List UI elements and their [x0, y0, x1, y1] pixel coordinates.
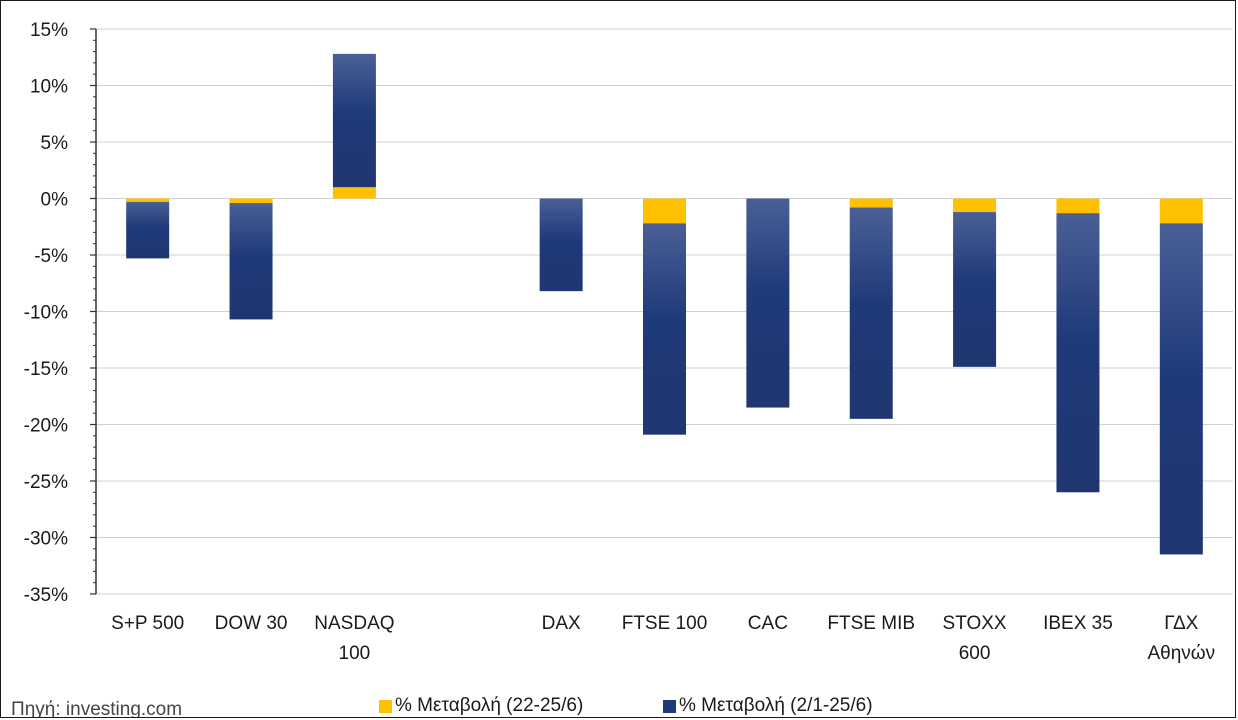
bar-segment-weekly	[1159, 198, 1203, 224]
bar-segment-ytd	[746, 198, 790, 408]
y-tick-label: 10%	[30, 77, 68, 98]
y-tick-label: -30%	[24, 529, 68, 550]
bar-segment-ytd	[1056, 213, 1100, 493]
y-tick-label: -15%	[24, 359, 68, 380]
y-tick-label: -20%	[24, 416, 68, 437]
x-axis-labels: S+P 500 DOW 30 NASDAQ 100 DAX FTSE 100 CAC FTSE…	[111, 613, 1215, 664]
legend-swatch-ytd	[663, 699, 676, 713]
bar-segment-ytd	[643, 223, 686, 435]
y-tick-label: 5%	[41, 133, 69, 154]
x-tick-label: IBEX 35	[1043, 613, 1113, 634]
x-tick-label: 600	[959, 643, 991, 664]
y-tick-label: -10%	[24, 303, 68, 324]
bar-segment-weekly	[849, 198, 893, 208]
legend-label-weekly: % Μεταβολή (22-25/6)	[395, 695, 584, 716]
y-tick-label: -5%	[34, 246, 68, 267]
x-tick-label: S+P 500	[111, 613, 184, 634]
x-tick-label: ΓΔΧ	[1164, 613, 1198, 634]
bar-segment-weekly	[126, 198, 170, 202]
bar-segment-ytd	[953, 212, 997, 367]
x-tick-label: DOW 30	[215, 613, 288, 634]
bar-segment-weekly	[332, 187, 376, 199]
x-tick-label: DAX	[542, 613, 581, 634]
x-tick-label: CAC	[748, 613, 788, 634]
x-tick-label: STOXX	[943, 613, 1007, 634]
y-tick-label: 0%	[41, 190, 69, 211]
x-tick-label: FTSE 100	[622, 613, 708, 634]
x-tick-label: NASDAQ	[314, 613, 394, 634]
source-note: Πηγή: investing.com	[11, 699, 183, 718]
legend-swatch-weekly	[379, 699, 392, 713]
legend-label-ytd: % Μεταβολή (2/1-25/6)	[679, 695, 873, 716]
x-tick-label: Αθηνών	[1147, 643, 1215, 664]
bar-segment-ytd	[849, 207, 893, 419]
y-tick-label: -35%	[24, 585, 68, 606]
bar-segment-weekly	[643, 198, 686, 224]
bar-segment-weekly	[1056, 198, 1100, 214]
bar-segment-ytd	[229, 203, 273, 320]
x-tick-label: FTSE MIB	[827, 613, 915, 634]
legend-item-weekly: % Μεταβολή (22-25/6)	[379, 695, 583, 717]
y-tick-label: -25%	[24, 472, 68, 493]
bars	[126, 53, 1203, 555]
bar-segment-weekly	[953, 198, 997, 213]
bar-segment-ytd	[126, 201, 170, 259]
x-tick-label: 100	[339, 643, 371, 664]
y-tick-label: 15%	[30, 20, 68, 41]
bar-segment-ytd	[332, 53, 376, 188]
y-axis: 15% 10% 5% 0% -5% -10% -15% -20% -25% -30% -35%	[24, 20, 97, 606]
bar-segment-weekly	[229, 198, 273, 204]
bar-segment-ytd	[1159, 223, 1203, 555]
legend-item-ytd: % Μεταβολή (2/1-25/6)	[663, 695, 873, 717]
bar-segment-ytd	[539, 198, 583, 292]
